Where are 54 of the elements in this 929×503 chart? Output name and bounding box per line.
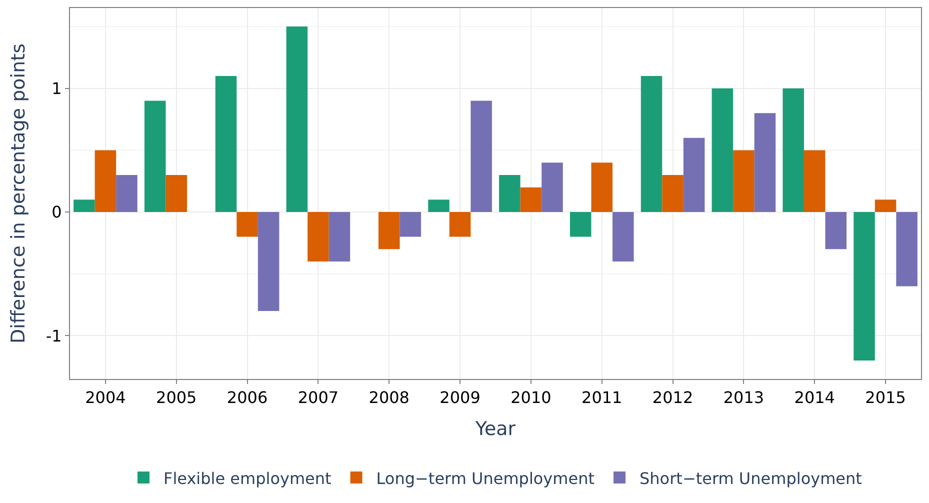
bar: [782, 88, 804, 212]
bar: [804, 150, 826, 212]
x-tick-label: 2015: [865, 388, 906, 408]
bar: [662, 174, 684, 212]
bar: [542, 162, 563, 212]
bar: [754, 113, 776, 212]
bar: [215, 76, 237, 212]
x-tick-label: 2005: [156, 388, 197, 408]
bar: [733, 150, 754, 212]
bar: [428, 200, 450, 212]
bar: [854, 212, 875, 360]
bar: [74, 200, 95, 212]
bar: [144, 100, 166, 212]
bar: [236, 212, 258, 237]
x-tick-label: 2012: [652, 388, 694, 408]
x-tick-label: 2006: [226, 388, 268, 408]
bar: [449, 212, 471, 237]
x-tick-label: 2004: [85, 388, 126, 408]
x-tick-label: 2008: [368, 388, 410, 408]
legend-label: Long−term Unemployment: [376, 468, 594, 488]
bar: [825, 212, 847, 250]
bar: [570, 212, 592, 237]
x-tick-label: 2009: [440, 388, 480, 408]
legend-label: Short−term Unemployment: [640, 468, 862, 488]
bar: [683, 138, 705, 212]
bar: [896, 212, 918, 286]
bar: [308, 212, 329, 262]
bar: [712, 88, 734, 212]
bar: [328, 212, 350, 262]
bar: [286, 26, 308, 212]
bar: [591, 162, 613, 212]
bar: [116, 174, 138, 212]
legend-label: Flexible employment: [164, 468, 332, 488]
bar: [640, 76, 662, 212]
bar: [400, 212, 422, 237]
bar: [258, 212, 280, 311]
x-axis-title: Year: [474, 418, 516, 440]
y-tick-label: 0: [52, 202, 62, 222]
y-axis-title: Difference in percentage points: [8, 44, 30, 344]
x-tick-label: 2013: [723, 388, 764, 408]
bar: [470, 100, 492, 212]
bar: [520, 187, 542, 212]
x-tick-label: 2010: [510, 388, 552, 408]
x-tick-label: 2014: [794, 388, 835, 408]
x-tick-label: 2011: [582, 388, 622, 408]
y-tick-label: 1: [52, 78, 62, 98]
bar: [499, 174, 520, 212]
bar: [612, 212, 634, 262]
y-tick-label: -1: [46, 326, 62, 346]
bar: [874, 200, 896, 212]
bar: [378, 212, 400, 250]
bar: [94, 150, 116, 212]
bar: [166, 174, 188, 212]
x-tick-label: 2007: [298, 388, 339, 408]
